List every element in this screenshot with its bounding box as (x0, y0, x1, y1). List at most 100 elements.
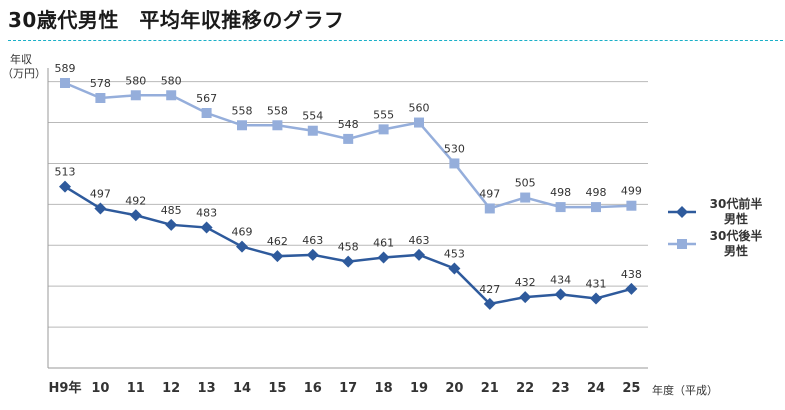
data-point-diamond (59, 180, 71, 193)
x-tick-label: 22 (516, 381, 534, 396)
data-label: 483 (196, 207, 217, 220)
data-point-square (60, 78, 70, 88)
legend-label: 30代前半 (710, 196, 763, 211)
x-tick-label: 18 (375, 381, 393, 396)
data-label: 438 (621, 268, 642, 281)
data-point-diamond (483, 297, 496, 310)
x-tick-label: 23 (552, 381, 570, 396)
title-divider (8, 40, 783, 41)
legend-marker-square (677, 239, 687, 249)
series-line (64, 81, 632, 210)
data-label: 462 (267, 235, 288, 248)
x-tick-label: 24 (587, 381, 605, 396)
legend-label: 男性 (724, 243, 748, 258)
data-label: 558 (232, 104, 253, 117)
data-point-square (307, 125, 318, 136)
data-label: 530 (444, 142, 465, 155)
data-point-diamond (165, 218, 178, 231)
data-point-diamond (200, 221, 213, 234)
data-point-diamond (236, 240, 248, 253)
data-point-diamond (271, 250, 284, 263)
y-axis-unit-label: （万円） (2, 67, 46, 80)
data-label: 589 (55, 62, 76, 75)
legend-label: 男性 (724, 211, 748, 226)
legend-marker-diamond (676, 206, 688, 218)
data-point-square (555, 202, 566, 213)
x-tick-label: 12 (162, 381, 180, 396)
x-tick-label: 11 (127, 381, 145, 396)
data-point-diamond (448, 262, 461, 275)
data-point-diamond (590, 292, 602, 305)
page-title: 30歳代男性 平均年収推移のグラフ (8, 8, 345, 32)
data-label: 567 (196, 92, 217, 105)
data-point-square (272, 120, 283, 131)
plot-grid (48, 81, 648, 369)
data-label: 458 (338, 241, 359, 254)
data-label: 497 (90, 187, 111, 200)
data-label: 498 (550, 186, 571, 199)
data-point-square (378, 124, 389, 135)
data-label: 492 (125, 194, 146, 207)
x-tick-label: 15 (268, 381, 286, 396)
data-point-square (201, 108, 212, 118)
x-tick-label: 16 (304, 381, 322, 396)
x-tick-label: 21 (481, 381, 499, 396)
data-label: 431 (586, 277, 607, 290)
data-label: 580 (125, 74, 146, 87)
x-tick-label: 14 (233, 381, 251, 396)
data-label: 580 (161, 74, 182, 87)
x-tick-labels: H9年 10 11 12 13 14 15 16 17 18 19 20 21 22 23 24 25 (49, 380, 641, 396)
legend-label: 30代後半 (710, 228, 763, 243)
series-2: 589 578 580 580 567 558 558 554 548 555 560 530 497 5… (55, 62, 642, 214)
data-point-diamond (625, 282, 638, 295)
data-label: 463 (302, 234, 323, 247)
data-point-square (166, 90, 177, 101)
data-point-square (414, 117, 424, 128)
data-point-square (449, 158, 460, 169)
data-point-square (237, 120, 247, 131)
x-tick-label: 10 (91, 381, 109, 396)
data-label: 434 (550, 273, 571, 286)
data-label: 499 (621, 185, 642, 198)
data-label: 469 (232, 226, 253, 239)
data-point-square (484, 203, 495, 214)
data-label: 427 (479, 283, 500, 296)
data-label: 555 (373, 108, 394, 121)
data-label: 453 (444, 247, 465, 260)
data-point-diamond (377, 251, 390, 264)
data-point-square (95, 93, 106, 103)
data-point-square (591, 202, 601, 213)
data-label: 548 (338, 118, 359, 131)
data-label: 497 (479, 187, 500, 200)
series-layer: 513 497 492 485 483 469 462 463 458 461 463 453 427 4… (55, 62, 642, 310)
x-tick-label: 17 (339, 381, 357, 396)
x-tick-label: 20 (445, 381, 463, 396)
x-tick-label: H9年 (49, 380, 82, 396)
x-tick-label: 13 (198, 381, 216, 396)
data-label: 432 (515, 276, 536, 289)
data-point-square (626, 200, 637, 211)
data-label: 498 (586, 186, 607, 199)
data-label: 461 (373, 237, 394, 250)
data-label: 578 (90, 77, 111, 90)
data-point-diamond (306, 248, 319, 261)
data-label: 560 (409, 102, 430, 115)
data-point-square (343, 133, 354, 144)
data-point-square (520, 192, 531, 203)
data-point-diamond (129, 209, 142, 222)
data-point-square (130, 90, 141, 101)
x-axis-label: 年度（平成） (652, 383, 718, 397)
data-label: 505 (515, 177, 536, 190)
x-tick-label: 19 (410, 381, 428, 396)
x-tick-label: 25 (622, 381, 640, 396)
data-point-diamond (519, 291, 532, 304)
data-point-diamond (94, 202, 107, 215)
data-label: 463 (409, 234, 430, 247)
data-label: 485 (161, 204, 182, 217)
data-point-diamond (554, 288, 567, 301)
data-point-diamond (413, 248, 425, 261)
data-label: 558 (267, 104, 288, 117)
